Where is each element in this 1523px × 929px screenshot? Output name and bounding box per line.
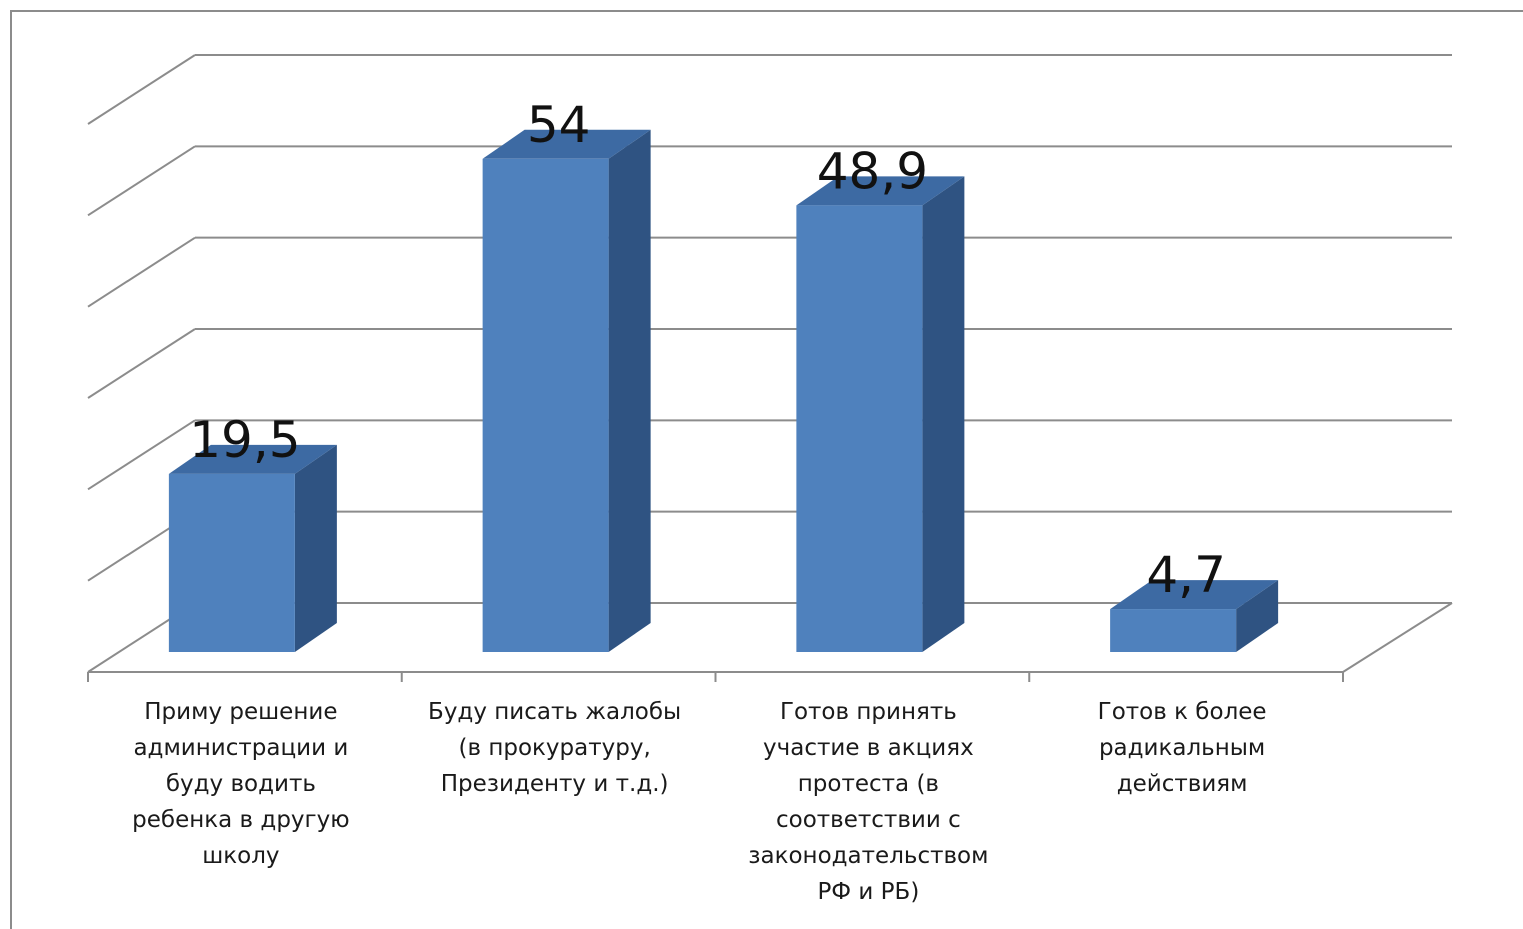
category-label-line: РФ и РБ) [817, 879, 920, 905]
bar-top [482, 129, 651, 159]
category-label-line: буду водить [165, 771, 316, 797]
category-label-line: (в прокуратуру, [458, 735, 651, 761]
bar-front [1110, 609, 1237, 652]
bar-side [1236, 580, 1279, 652]
data-label: 54 [527, 96, 591, 154]
category-label-line: соответствии с [776, 807, 961, 833]
bar-front [168, 473, 295, 652]
category-label-line: радикальным [1098, 735, 1266, 761]
data-labels-layer: 19,5 54 48,9 4,7 [189, 96, 1226, 604]
gridline-side [87, 236, 196, 308]
category-label: Готов к более радикальным действиям [1032, 694, 1332, 802]
data-label: 4,7 [1146, 546, 1226, 604]
gridline-side [87, 419, 196, 491]
category-label-line: Буду писать жалобы [428, 699, 682, 725]
category-label-line: Президенту и т.д.) [440, 771, 669, 797]
gridline-side [87, 145, 196, 217]
category-label-line: протеста (в [797, 771, 939, 797]
bar [796, 176, 965, 652]
gridline-side [87, 328, 196, 399]
category-label-line: школу [202, 843, 280, 869]
category-label-line: Готов к более [1097, 699, 1267, 725]
data-label: 48,9 [817, 142, 928, 200]
category-label-line: законодательством [748, 843, 989, 869]
category-label-line: администрации и [133, 735, 349, 761]
category-label-line: ребенка в другую [132, 807, 350, 833]
floor-right-edge [1342, 602, 1453, 673]
bar [168, 444, 337, 652]
bar-top [796, 176, 965, 206]
bar-front [482, 158, 609, 653]
bars-layer [168, 129, 1279, 653]
category-label: Буду писать жалобы (в прокуратуру, Президе… [405, 694, 705, 802]
category-label-line: Готов принять [779, 699, 957, 725]
bar [1110, 580, 1279, 652]
data-label: 19,5 [189, 411, 300, 469]
category-label: Приму решение администрации и буду водить р… [91, 694, 391, 874]
bar-side [922, 176, 965, 652]
bar-top [1110, 580, 1279, 610]
bar-top [168, 444, 337, 474]
category-label-line: участие в акциях [763, 735, 974, 761]
category-label-line: действиям [1116, 771, 1248, 797]
category-label-line: Приму решение [144, 699, 338, 725]
bar [482, 129, 651, 653]
gridline-side [87, 54, 196, 125]
bar-front [796, 205, 923, 652]
bar-side [294, 444, 337, 652]
bar-side [608, 129, 651, 653]
category-label: Готов принять участие в акциях протеста (в… [718, 694, 1018, 910]
